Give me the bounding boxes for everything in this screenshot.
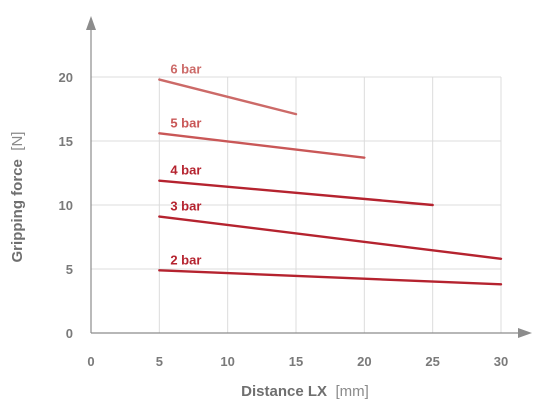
y-tick-label: 15 <box>59 134 73 149</box>
grid <box>91 76 502 333</box>
y-tick-label: 10 <box>59 198 73 213</box>
y-tick-label: 20 <box>59 70 73 85</box>
series-lines <box>158 78 503 286</box>
x-tick-label: 10 <box>220 354 234 369</box>
series-label: 3 bar <box>170 199 201 214</box>
x-tick-label: 25 <box>425 354 439 369</box>
x-tick-label: 15 <box>289 354 303 369</box>
y-axis-arrow <box>86 16 96 30</box>
x-tick-labels: 0 5 10 15 20 25 30 <box>87 354 508 369</box>
series-line <box>158 132 366 159</box>
series-line <box>158 215 503 260</box>
series-line <box>158 78 298 116</box>
y-tick-label: 5 <box>66 262 73 277</box>
series-label: 2 bar <box>170 252 201 267</box>
series-line <box>158 179 434 207</box>
y-tick-label: 0 <box>66 326 73 341</box>
y-tick-labels: 0 5 10 15 20 <box>59 70 73 341</box>
x-tick-label: 20 <box>357 354 371 369</box>
series-label: 4 bar <box>170 163 201 178</box>
x-tick-label: 5 <box>156 354 163 369</box>
series-line <box>158 269 503 286</box>
x-tick-label: 30 <box>494 354 508 369</box>
x-axis-title: Distance LX [mm] <box>241 383 369 400</box>
y-axis-title: Gripping force [N] <box>9 132 26 263</box>
x-axis-arrow <box>518 328 532 338</box>
x-tick-label: 0 <box>87 354 94 369</box>
series-label: 5 bar <box>170 115 201 130</box>
series-label: 6 bar <box>170 62 201 77</box>
series-labels: 2 bar 3 bar 4 bar 5 bar 6 bar <box>170 62 201 268</box>
axes <box>86 16 532 338</box>
